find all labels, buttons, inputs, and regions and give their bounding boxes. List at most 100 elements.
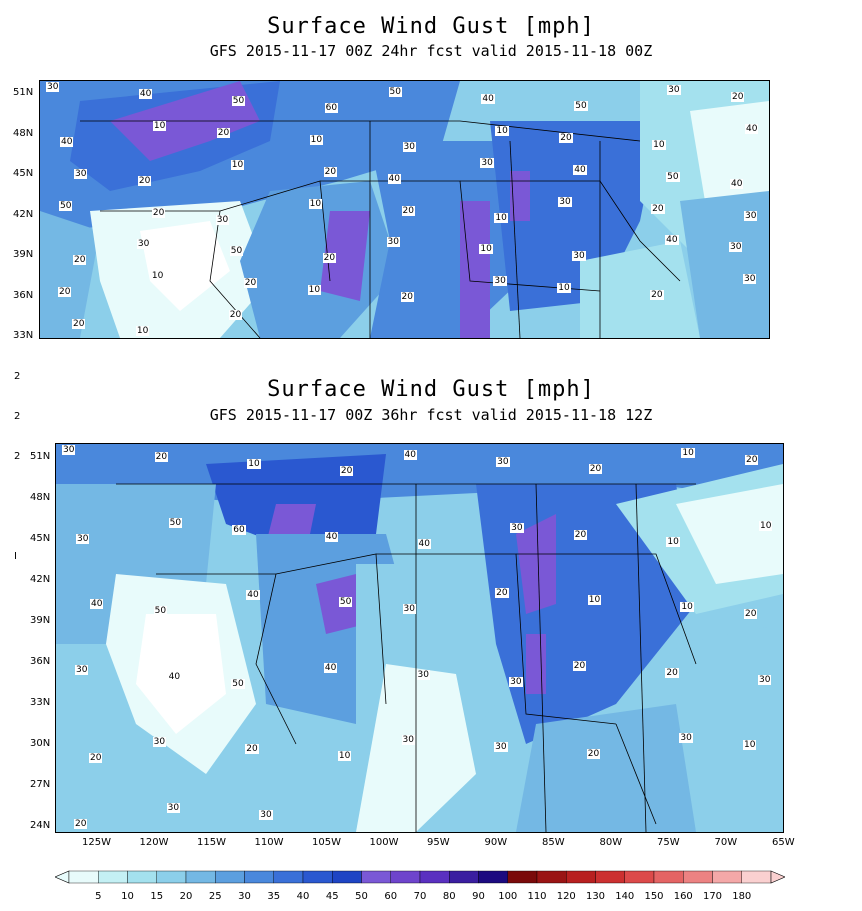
contour-label: 10 [680, 602, 694, 613]
contour-label: 50 [229, 246, 244, 257]
contour-label: 10 [557, 283, 571, 294]
contour-label: 40 [573, 164, 587, 175]
contour-label: 20 [228, 310, 243, 320]
colorbar-swatch [361, 870, 391, 884]
contour-label: 10 [230, 159, 245, 170]
colorbar-label: 160 [674, 891, 693, 902]
colorbar-swatch [741, 870, 772, 884]
lat-tick-label: 45N [13, 168, 34, 179]
lat-tick-label: 24N [30, 820, 51, 831]
lon-tick-label: 70W [714, 837, 738, 848]
contour-label: 10 [681, 448, 695, 458]
contour-label: 10 [495, 125, 509, 136]
lat-tick-label: 42N [30, 574, 51, 585]
colorbar-swatch [390, 870, 421, 884]
contour-label: 50 [388, 87, 402, 97]
contour-label: 30 [402, 604, 416, 615]
contour-label: 40 [403, 450, 417, 460]
lon-tick-label: 120W [139, 837, 169, 848]
colorbar-swatch [566, 870, 596, 884]
contour-label: 30 [166, 803, 181, 813]
contour-label: 30 [76, 533, 90, 544]
contour-label: 30 [667, 85, 681, 95]
contour-label: 10 [494, 212, 508, 223]
colorbar-label: 10 [121, 891, 134, 902]
contour-label: 40 [324, 531, 339, 542]
contour-label: 30 [416, 669, 430, 680]
contour-label: 40 [246, 590, 260, 601]
panel1-wind-field [40, 81, 769, 338]
contour-label: 10 [150, 271, 165, 282]
stray-mark: 2 [14, 451, 21, 462]
contour-label: 20 [665, 667, 679, 678]
lon-tick-label: 80W [599, 837, 623, 848]
contour-label: 20 [650, 290, 664, 301]
contour-label: 20 [586, 749, 601, 760]
panel1-map: 30 40 50 60 50 40 50 30 20 40 10 20 10 30 10 20 10 40 30 20… [39, 80, 770, 339]
contour-label: 20 [731, 92, 745, 102]
colorbar-label: 70 [414, 891, 427, 902]
lat-tick-label: 33N [30, 697, 51, 708]
contour-label: 30 [75, 664, 89, 675]
colorbar-label: 15 [150, 891, 163, 902]
contour-label: 20 [339, 466, 354, 476]
panel1-title: Surface Wind Gust [mph] [267, 14, 595, 39]
colorbar-label: 110 [527, 891, 546, 902]
colorbar-label: 50 [355, 891, 368, 902]
lat-tick-label: 39N [30, 615, 51, 626]
contour-label: 30 [743, 274, 757, 285]
lat-tick-label: 27N [30, 779, 51, 790]
lon-tick-label: 115W [197, 837, 226, 848]
contour-label: 50 [666, 171, 680, 182]
stray-mark: I [14, 551, 17, 562]
contour-label: 20 [72, 319, 86, 329]
colorbar-label: 45 [326, 891, 339, 902]
contour-label: 10 [337, 751, 352, 762]
colorbar-swatch [215, 870, 245, 884]
colorbar-swatch [156, 870, 187, 884]
contour-label: 20 [154, 452, 169, 462]
contour-label: 60 [232, 524, 246, 535]
colorbar-swatch [478, 870, 508, 884]
colorbar-swatch [595, 870, 625, 884]
contour-label: 40 [665, 235, 679, 246]
contour-label: 40 [90, 599, 104, 610]
contour-label: 40 [745, 123, 759, 134]
contour-label: 20 [559, 132, 573, 143]
contour-label: 30 [136, 239, 151, 250]
lat-tick-label: 48N [13, 127, 34, 139]
contour-label: 50 [231, 96, 246, 106]
lon-tick-label: 95W [427, 837, 450, 848]
contour-label: 40 [138, 89, 153, 99]
lon-tick-label: 85W [542, 837, 565, 848]
panel2-title: Surface Wind Gust [mph] [267, 377, 595, 402]
contour-label: 30 [401, 735, 415, 746]
contour-label: 30 [493, 276, 507, 287]
colorbar-swatch [507, 870, 538, 884]
contour-label: 40 [730, 178, 744, 189]
contour-label: 30 [46, 82, 60, 92]
colorbar-label: 25 [209, 891, 222, 902]
contour-label: 20 [745, 455, 759, 465]
colorbar-label: 40 [297, 891, 310, 902]
colorbar-label: 150 [644, 891, 663, 902]
panel1-subtitle: GFS 2015-11-17 00Z 24hr fcst valid 2015-… [209, 42, 653, 60]
contour-label: 30 [480, 157, 494, 168]
contour-label: 50 [338, 597, 353, 608]
contour-label: 20 [73, 255, 87, 266]
contour-label: 30 [729, 242, 743, 253]
contour-label: 30 [402, 141, 416, 152]
contour-label: 20 [651, 203, 665, 214]
panel2-wind-field [56, 444, 783, 832]
lon-tick-label: 105W [312, 837, 341, 848]
contour-label: 30 [152, 737, 167, 748]
lon-tick-label: 75W [657, 837, 680, 848]
contour-label: 30 [496, 457, 510, 467]
contour-label: 20 [401, 205, 415, 216]
contour-label: 40 [167, 671, 182, 682]
contour-label: 30 [62, 445, 76, 455]
contour-label: 30 [215, 214, 230, 225]
colorbar-label: 140 [615, 891, 634, 902]
lat-tick-label: 30N [30, 738, 51, 749]
contour-label: 50 [153, 606, 168, 617]
